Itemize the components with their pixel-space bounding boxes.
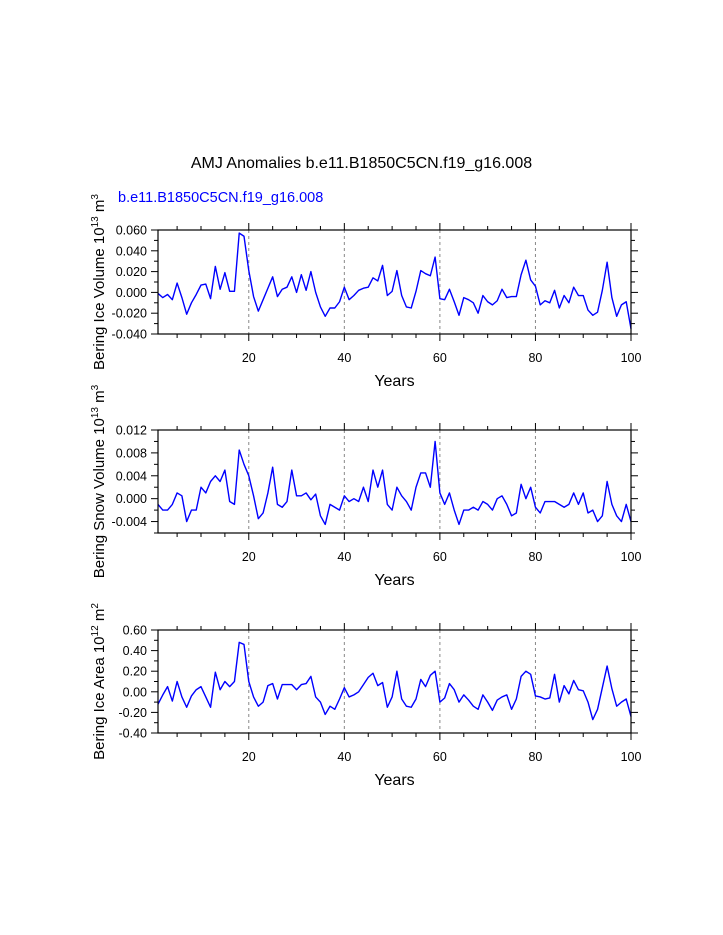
- ice-area-ytick-label: 0.40: [123, 644, 147, 658]
- case-subtitle: b.e11.B1850C5CN.f19_g16.008: [118, 190, 324, 206]
- ice-area-xtick-label: 100: [621, 750, 642, 764]
- ice-area-xtick-label: 60: [433, 750, 447, 764]
- ice-area-ylabel-unit: m: [91, 609, 108, 626]
- ice-area-ytick-label: -0.20: [119, 706, 148, 720]
- snow-volume-ylabel-unit: m: [91, 390, 108, 407]
- snow-volume-ylabel-exp: 13: [90, 407, 101, 419]
- ice-volume-xtick-label: 40: [337, 351, 351, 365]
- snow-volume-xtick-label: 80: [528, 550, 542, 564]
- ice-volume-y-axis-label: Bering Ice Volume 1013 m3: [90, 194, 108, 370]
- panel-snow-volume: -0.004 0.000 0.004 0.008 0.012 20 40 60 80 100 Yea…: [90, 384, 641, 589]
- page-title: AMJ Anomalies b.e11.B1850C5CN.f19_g16.00…: [190, 155, 533, 172]
- ice-area-y-axis-label: Bering Ice Area 1012 m2: [90, 603, 108, 760]
- ice-volume-xtick-label: 60: [433, 351, 447, 365]
- ice-area-xtick-label: 20: [242, 750, 256, 764]
- ice-volume-ytick-label: 0.060: [116, 224, 147, 238]
- panel-ice-volume: -0.040 -0.020 0.000 0.020 0.040 0.060 20 40 60 80…: [90, 194, 641, 390]
- snow-volume-x-axis-label: Years: [374, 572, 414, 589]
- ice-area-ylabel-text: Bering Ice Area 10: [91, 636, 108, 759]
- ice-volume-series-line: [157, 232, 632, 329]
- ice-area-x-axis-label: Years: [374, 772, 414, 789]
- snow-volume-ytick-label: 0.004: [116, 469, 147, 483]
- ice-area-ylabel-exp: 12: [90, 625, 101, 637]
- snow-volume-ytick-label: 0.012: [116, 424, 147, 438]
- ice-area-xtick-label: 40: [337, 750, 351, 764]
- ice-volume-xtick-label: 80: [528, 351, 542, 365]
- snow-volume-ytick-label: 0.000: [116, 492, 147, 506]
- ice-volume-ytick-label: 0.000: [116, 286, 147, 300]
- ice-volume-ylabel-exp: 13: [90, 216, 101, 228]
- ice-volume-xtick-label: 100: [621, 351, 642, 365]
- snow-volume-ylabel-text: Bering Snow Volume 10: [91, 418, 108, 578]
- snow-volume-xtick-label: 60: [433, 550, 447, 564]
- ice-area-ytick-label: 0.00: [123, 685, 147, 699]
- ice-volume-ylabel-text: Bering Ice Volume 10: [91, 227, 108, 370]
- snow-volume-series-line: [157, 440, 632, 526]
- snow-volume-ytick-label: -0.004: [112, 515, 147, 529]
- ice-area-ylabel-unit-exp: 2: [90, 603, 101, 609]
- snow-volume-plot-frame: [157, 429, 632, 534]
- ice-volume-ytick-label: -0.020: [112, 307, 147, 321]
- ice-area-ytick-label: -0.40: [119, 727, 148, 741]
- snow-volume-ytick-label: 0.008: [116, 446, 147, 460]
- snow-volume-y-axis-label: Bering Snow Volume 1013 m3: [90, 384, 108, 578]
- ice-volume-ytick-label: 0.040: [116, 244, 147, 258]
- ice-volume-ylabel-unit: m: [91, 200, 108, 217]
- ice-area-ytick-label: 0.20: [123, 665, 147, 679]
- panel-ice-area: -0.40 -0.20 0.00 0.20 0.40 0.60 20 40 60 80 100 Yea…: [90, 603, 641, 789]
- ice-volume-ytick-label: 0.020: [116, 265, 147, 279]
- ice-volume-xtick-label: 20: [242, 351, 256, 365]
- ice-area-xtick-label: 80: [528, 750, 542, 764]
- ice-area-series-line: [157, 641, 632, 721]
- ice-volume-x-axis-label: Years: [374, 373, 414, 390]
- snow-volume-xtick-label: 20: [242, 550, 256, 564]
- ice-volume-ylabel-unit-exp: 3: [90, 194, 101, 200]
- ice-area-ytick-label: 0.60: [123, 624, 147, 638]
- snow-volume-ylabel-unit-exp: 3: [90, 384, 101, 390]
- snow-volume-xtick-label: 100: [621, 550, 642, 564]
- ice-volume-ytick-label: -0.040: [112, 328, 147, 342]
- snow-volume-xtick-label: 40: [337, 550, 351, 564]
